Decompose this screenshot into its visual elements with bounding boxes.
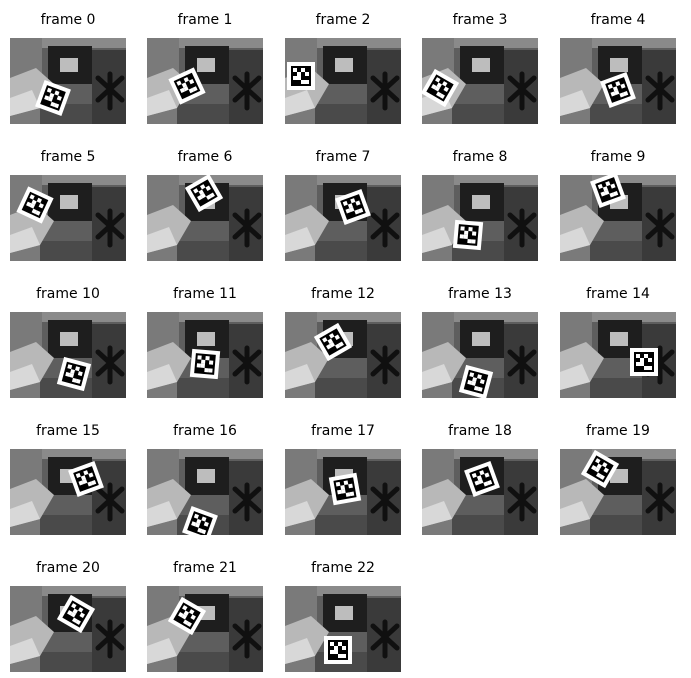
aruco-marker [452, 219, 484, 251]
frame-cell: frame 22 [285, 558, 401, 678]
frame-label: frame 22 [311, 560, 375, 576]
frame-image [147, 586, 263, 672]
aruco-marker [313, 322, 353, 362]
frame-image [10, 38, 126, 124]
frame-label: frame 16 [173, 423, 237, 439]
aruco-marker [335, 189, 371, 225]
frame-cell: frame 13 [422, 284, 538, 404]
frame-cell: frame 16 [147, 421, 263, 541]
frame-cell: frame 18 [422, 421, 538, 541]
aruco-marker [458, 364, 494, 398]
frame-cell: frame 0 [10, 10, 126, 130]
aruco-marker [168, 67, 206, 105]
aruco-marker [600, 72, 636, 108]
frame-image [285, 586, 401, 672]
frame-cell: frame 19 [560, 421, 676, 541]
aruco-marker [56, 594, 96, 634]
frame-image [560, 312, 676, 398]
aruco-marker [189, 348, 221, 380]
frame-label: frame 21 [173, 560, 237, 576]
frame-image [285, 312, 401, 398]
frame-label: frame 1 [177, 12, 233, 28]
frame-label: frame 4 [590, 12, 646, 28]
frame-cell: frame 1 [147, 10, 263, 130]
frame-label: frame 3 [452, 12, 508, 28]
frame-image [422, 38, 538, 124]
aruco-marker [464, 461, 500, 497]
frame-image [422, 175, 538, 261]
frame-image [10, 449, 126, 535]
aruco-marker [324, 636, 352, 664]
frame-image [10, 175, 126, 261]
frame-image [560, 38, 676, 124]
aruco-marker [167, 596, 207, 636]
frame-label: frame 7 [315, 149, 371, 165]
frame-label: frame 0 [40, 12, 96, 28]
frame-cell: frame 20 [10, 558, 126, 678]
aruco-marker [35, 80, 71, 116]
frame-label: frame 9 [590, 149, 646, 165]
frame-cell: frame 4 [560, 10, 676, 130]
aruco-marker [630, 348, 658, 376]
frame-label: frame 14 [586, 286, 650, 302]
frame-image [422, 449, 538, 535]
aruco-marker [590, 175, 626, 208]
frame-label: frame 15 [36, 423, 100, 439]
frame-cell: frame 7 [285, 147, 401, 267]
frame-label: frame 18 [448, 423, 512, 439]
frame-cell: frame 3 [422, 10, 538, 130]
frame-label: frame 20 [36, 560, 100, 576]
aruco-marker [328, 472, 362, 506]
frame-cell: frame 6 [147, 147, 263, 267]
frame-image [147, 312, 263, 398]
frame-cell: frame 9 [560, 147, 676, 267]
aruco-marker [184, 175, 224, 213]
aruco-marker [182, 506, 218, 535]
frame-label: frame 2 [315, 12, 371, 28]
frame-image [285, 175, 401, 261]
frame-image [147, 38, 263, 124]
aruco-marker [56, 356, 92, 392]
frame-cell: frame 5 [10, 147, 126, 267]
frame-image [285, 38, 401, 124]
frame-label: frame 8 [452, 149, 508, 165]
aruco-marker [68, 461, 104, 497]
frame-image [147, 449, 263, 535]
frame-label: frame 12 [311, 286, 375, 302]
frame-image [560, 175, 676, 261]
aruco-marker [580, 449, 620, 489]
frame-cell: frame 17 [285, 421, 401, 541]
frame-label: frame 19 [586, 423, 650, 439]
frame-image [10, 586, 126, 672]
frame-label: frame 17 [311, 423, 375, 439]
aruco-marker [16, 186, 54, 224]
frame-label: frame 11 [173, 286, 237, 302]
frame-image [422, 312, 538, 398]
frame-label: frame 5 [40, 149, 96, 165]
frame-cell: frame 21 [147, 558, 263, 678]
frame-cell: frame 8 [422, 147, 538, 267]
aruco-marker [287, 62, 315, 90]
frame-image [285, 449, 401, 535]
frame-label: frame 13 [448, 286, 512, 302]
frame-cell: frame 14 [560, 284, 676, 404]
frame-label: frame 10 [36, 286, 100, 302]
frame-image [560, 449, 676, 535]
frame-image [147, 175, 263, 261]
frame-label: frame 6 [177, 149, 233, 165]
frame-image [10, 312, 126, 398]
frame-cell: frame 12 [285, 284, 401, 404]
frame-cell: frame 10 [10, 284, 126, 404]
frame-cell: frame 11 [147, 284, 263, 404]
frame-cell: frame 2 [285, 10, 401, 130]
frame-cell: frame 15 [10, 421, 126, 541]
aruco-marker [422, 68, 460, 108]
